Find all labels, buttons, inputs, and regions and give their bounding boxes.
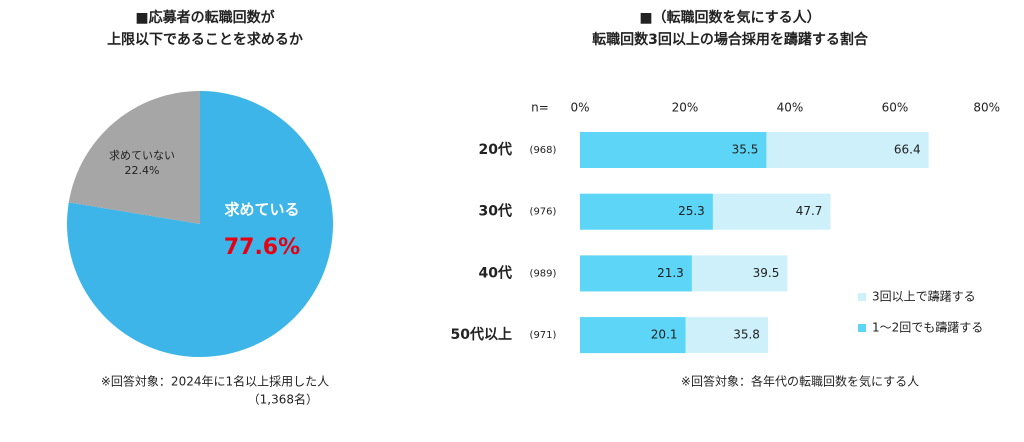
- category-label: 20代: [479, 141, 512, 158]
- legend-swatch: [858, 324, 866, 332]
- legend-swatch: [858, 293, 866, 301]
- category-label: 30代: [479, 203, 512, 220]
- pie-slice: [68, 91, 200, 224]
- category-label: 50代以上: [451, 326, 512, 343]
- value-label: 20.1: [651, 328, 678, 342]
- x-tick-label: 0%: [570, 101, 589, 115]
- n-label: (976): [530, 207, 557, 218]
- bar: [580, 317, 686, 354]
- n-header: n=: [531, 101, 549, 115]
- value-label: 21.3: [657, 266, 684, 280]
- chart-title: ■（転職回数を気にする人）: [639, 9, 820, 26]
- slice-value: 77.6%: [224, 235, 300, 260]
- bar: [580, 132, 767, 168]
- pie-slice: [67, 91, 334, 357]
- n-label: (968): [530, 145, 557, 156]
- slice-value: 22.4%: [125, 164, 160, 177]
- note: ※回答対象：2024年に1名以上採用した人: [101, 374, 329, 389]
- x-tick-label: 20%: [672, 101, 699, 115]
- value-label: 35.5: [732, 143, 759, 157]
- chart-title: 上限以下であることを求めるか: [107, 31, 303, 48]
- legend-label: 1～2回でも躊躇する: [872, 321, 983, 335]
- value-label: 25.3: [678, 204, 705, 218]
- value-label: 66.4: [894, 143, 921, 157]
- slice-label: 求めている: [224, 201, 299, 219]
- x-tick-label: 80%: [973, 101, 1000, 115]
- slice-label: 求めていない: [109, 149, 175, 162]
- value-label: 35.8: [733, 328, 760, 342]
- value-label: 39.5: [753, 266, 780, 280]
- legend-label: 3回以上で躊躇する: [872, 290, 976, 304]
- note: ※回答対象：各年代の転職回数を気にする人: [681, 374, 919, 389]
- bar: [580, 193, 713, 230]
- note: （1,368名）: [248, 392, 318, 407]
- chart-title: ■応募者の転職回数が: [135, 9, 275, 26]
- x-tick-label: 40%: [777, 101, 804, 115]
- category-label: 40代: [479, 264, 512, 281]
- bar: [580, 255, 692, 292]
- chart-title: 転職回数3回以上の場合採用を躊躇する割合: [592, 31, 869, 48]
- value-label: 47.7: [796, 204, 823, 218]
- x-tick-label: 60%: [882, 101, 909, 115]
- n-label: (971): [530, 330, 557, 341]
- n-label: (989): [530, 268, 557, 279]
